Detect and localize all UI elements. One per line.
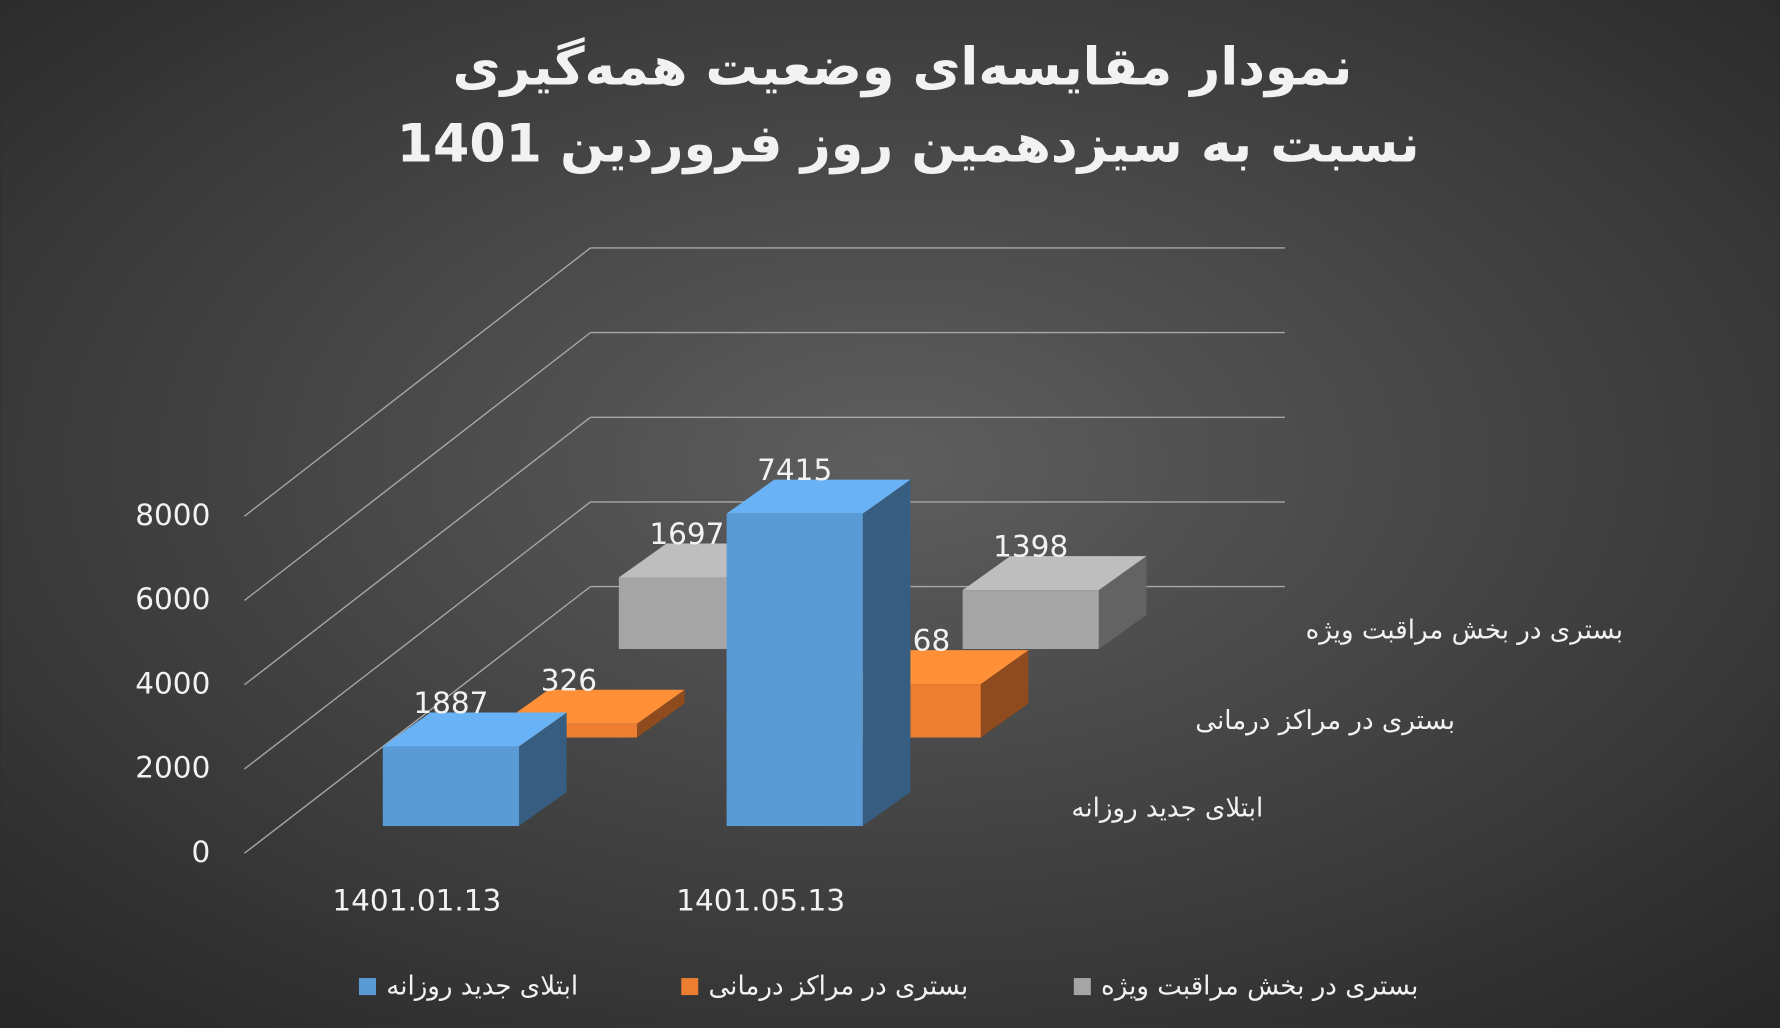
depth-label: ابتلای جدید روزانه [1071,794,1263,824]
legend-swatch [681,978,699,996]
chart-subtitle: نسبت به سیزدهمین روز فروردین 1401 [397,115,1420,175]
legend-label: بستری در بخش مراقبت ویژه [1101,972,1418,1002]
bar-side [862,479,911,827]
depth-label: بستری در مراکز درمانی [1195,706,1455,736]
grid-line [243,501,591,770]
bar [962,556,1147,650]
grid-line [243,332,591,602]
bar-top [962,556,1147,591]
chart-title: نمودار مقایسه‌ای وضعیت همه‌گیری [453,36,1353,97]
y-tick-label: 4000 [135,666,210,700]
y-tick-label: 8000 [135,498,210,532]
grid-line [243,586,591,854]
legend-swatch [1073,978,1091,996]
bar-front [726,513,863,827]
bar-top [726,479,911,514]
y-tick-label: 2000 [135,751,210,785]
depth-label: بستری در بخش مراقبت ویژه [1306,615,1623,645]
bar-front [382,746,519,827]
grid-line [243,416,591,686]
y-tick-label: 6000 [135,582,210,616]
bar [726,479,911,827]
legend-label: بستری در مراکز درمانی [708,972,968,1002]
data-label: 326 [541,663,597,697]
x-tick-label: 1401.01.13 [332,884,501,918]
bar [382,712,567,827]
legend-swatch [358,978,376,996]
data-label: 7415 [757,453,832,487]
bar-side [636,689,685,738]
x-tick-label: 1401.05.13 [676,884,845,918]
grid-line [243,247,591,517]
data-label: 1398 [993,530,1068,564]
bar-side [980,650,1029,738]
y-tick-label: 0 [192,835,211,869]
data-label: 1697 [649,517,724,551]
bar-top [382,712,567,747]
bar-front [962,590,1099,650]
legend-label: ابتلای جدید روزانه [386,972,578,1002]
bar-side [1098,556,1147,650]
bar-side [518,712,567,827]
data-label: 1887 [413,686,488,720]
